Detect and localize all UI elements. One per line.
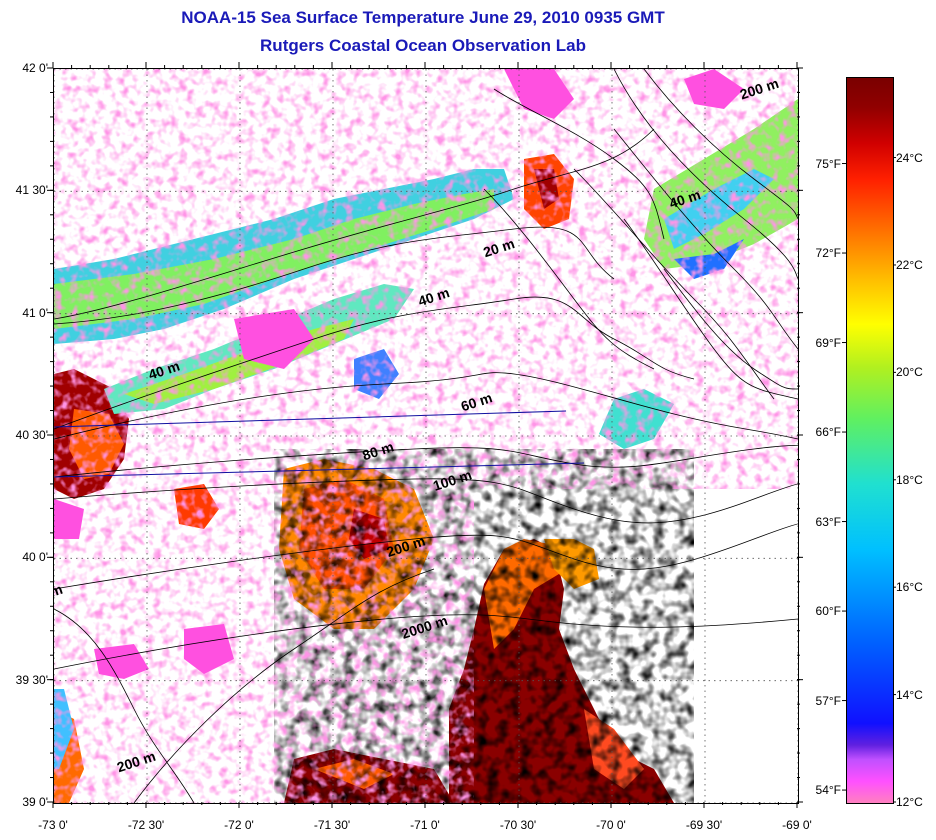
colorbar-fahrenheit-label: 72°F — [815, 246, 841, 261]
colorbar-fahrenheit-label: 69°F — [815, 335, 841, 350]
colorbar-celsius-label: 20°C — [896, 365, 923, 380]
colorbar-celsius-label: 14°C — [896, 687, 923, 702]
latitude-tick-label: 41 30' — [15, 183, 48, 198]
map-subtitle: Rutgers Coastal Ocean Observation Lab — [260, 36, 586, 55]
latitude-tick-label: 41 0' — [22, 305, 48, 320]
latitude-tick-label: 40 0' — [22, 550, 48, 565]
longitude-tick-label: -70 0' — [596, 818, 626, 832]
colorbar-fahrenheit-label: 75°F — [815, 156, 841, 171]
colorbar-celsius-label: 16°C — [896, 580, 923, 595]
latitude-tick-label: 39 0' — [22, 795, 48, 809]
map-title: NOAA-15 Sea Surface Temperature June 29,… — [181, 8, 665, 27]
colorbar-celsius-label: 22°C — [896, 257, 923, 272]
colorbar-fahrenheit-label: 66°F — [815, 425, 841, 440]
longitude-tick-label: -69 0' — [782, 818, 812, 832]
cold-fringe-patches — [54, 69, 744, 679]
latitude-tick-label: 39 30' — [15, 672, 48, 687]
longitude-tick-label: -72 0' — [224, 818, 254, 832]
longitude-tick-label: -69 30' — [685, 818, 723, 832]
longitude-tick-label: -73 0' — [38, 818, 68, 832]
colorbar-fahrenheit-label: 57°F — [815, 693, 841, 708]
colorbar-celsius-label: 12°C — [896, 795, 923, 809]
colorbar-fahrenheit-label: 60°F — [815, 604, 841, 619]
latitude-tick-label: 40 30' — [15, 428, 48, 442]
satellite-swath-lines — [54, 410, 585, 478]
longitude-tick-label: -71 30' — [313, 818, 351, 832]
colorbar-celsius-label: 18°C — [896, 472, 923, 487]
temperature-colorbar — [846, 77, 894, 804]
colorbar-celsius-label: 24°C — [896, 150, 923, 165]
longitude-tick-label: -70 30' — [499, 818, 537, 832]
longitude-tick-label: -71 0' — [410, 818, 440, 832]
latitude-tick-label: 42 0' — [22, 61, 48, 75]
bathymetry-contours — [54, 69, 798, 803]
colorbar-fahrenheit-label: 63°F — [815, 514, 841, 529]
colorbar-fahrenheit-label: 54°F — [815, 783, 841, 798]
longitude-tick-label: -72 30' — [127, 818, 165, 832]
contour-depth-label: m — [54, 581, 65, 600]
